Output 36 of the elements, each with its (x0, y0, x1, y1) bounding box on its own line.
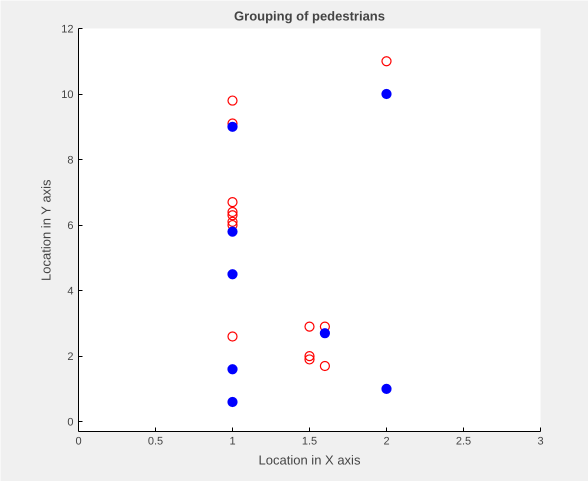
y-tick-label: 2 (67, 351, 74, 364)
point (227, 364, 238, 374)
x-tick-label: 1 (229, 436, 236, 448)
chart-title: Grouping of pedestrians (234, 8, 385, 24)
point (304, 351, 315, 362)
x-tick-label: 3 (537, 436, 544, 448)
point (381, 56, 392, 66)
point (381, 88, 392, 100)
x-tick-label: 0 (75, 436, 82, 448)
y-tick-label: 12 (61, 24, 74, 36)
y-tick-label: 6 (67, 220, 74, 232)
point (227, 331, 238, 342)
point (381, 384, 392, 394)
point (304, 322, 315, 332)
y-tick-label: 10 (61, 89, 74, 102)
point (227, 122, 238, 132)
point (227, 210, 238, 220)
point (227, 95, 238, 106)
point (227, 216, 238, 227)
point (227, 206, 238, 218)
x-tick-label: 2.5 (456, 436, 472, 448)
point (304, 354, 315, 365)
point (227, 396, 238, 408)
x-axis-title: Location in X axis (258, 452, 361, 468)
y-tick-label: 0 (67, 416, 74, 429)
x-tick-label: 0.5 (148, 436, 164, 448)
y-tick-label: 8 (67, 154, 74, 167)
y-tick-label: 4 (67, 286, 74, 298)
point (227, 269, 238, 280)
point (227, 197, 238, 208)
point (227, 226, 238, 237)
point (320, 328, 330, 338)
y-axis-title: Location in Y axis (38, 179, 54, 281)
point (320, 360, 330, 372)
x-tick-label: 1.5 (302, 436, 318, 448)
x-tick-label: 2 (383, 436, 390, 448)
